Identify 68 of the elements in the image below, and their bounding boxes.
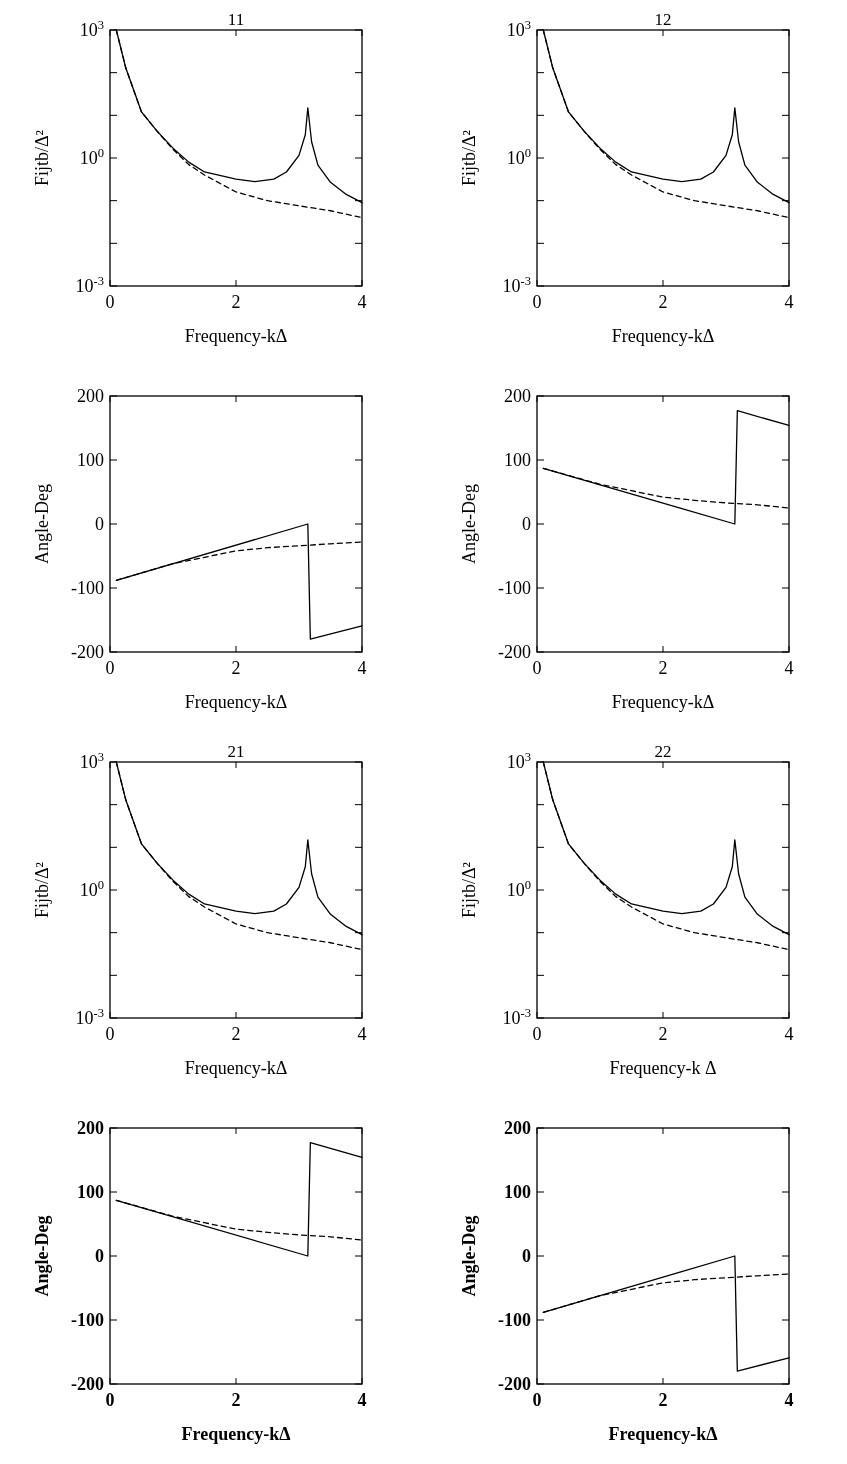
y-tick-label: 10$^{0}$ bbox=[79, 146, 104, 168]
chart-title: 11 bbox=[227, 10, 245, 29]
y-tick-label: 200 bbox=[77, 386, 104, 406]
x-axis-title: Frequency-kΔ bbox=[611, 326, 715, 346]
x-tick-label: 2 bbox=[658, 292, 668, 312]
y-tick-label: -100 bbox=[498, 578, 531, 598]
y-tick-label: -200 bbox=[71, 642, 104, 662]
x-tick-label: 4 bbox=[784, 658, 794, 678]
x-axis-title: Frequency-kΔ bbox=[184, 692, 288, 712]
x-tick-label: 4 bbox=[357, 292, 367, 312]
y-axis-title: Fijtb/Δ² bbox=[459, 130, 479, 186]
x-tick-label: 4 bbox=[784, 292, 794, 312]
x-tick-label: 4 bbox=[784, 1390, 794, 1410]
x-axis-title: Frequency-k Δ bbox=[609, 1058, 717, 1078]
chart-title: 12 bbox=[654, 10, 672, 29]
y-tick-label: 10$^{3}$ bbox=[506, 18, 531, 40]
y-tick-label: -200 bbox=[498, 642, 531, 662]
x-tick-label: 4 bbox=[357, 658, 367, 678]
y-axis-title: Angle-Deg bbox=[32, 484, 52, 564]
x-axis-title: Frequency-kΔ bbox=[181, 1424, 291, 1444]
x-axis-title: Frequency-kΔ bbox=[611, 692, 715, 712]
x-axis-title: Frequency-kΔ bbox=[184, 1058, 288, 1078]
chart-title: 22 bbox=[654, 742, 672, 761]
y-axis-title: Angle-Deg bbox=[32, 1215, 52, 1297]
y-tick-label: 0 bbox=[522, 1246, 531, 1266]
y-tick-label: 0 bbox=[522, 514, 531, 534]
x-axis-title: Frequency-kΔ bbox=[184, 326, 288, 346]
y-axis-title: Angle-Deg bbox=[459, 1215, 479, 1297]
y-tick-label: -100 bbox=[498, 1310, 531, 1330]
x-tick-label: 2 bbox=[658, 1024, 668, 1044]
y-axis-title: Fijtb/Δ² bbox=[459, 862, 479, 918]
x-tick-label: 2 bbox=[231, 1024, 241, 1044]
y-tick-label: 200 bbox=[77, 1118, 104, 1138]
x-tick-label: 4 bbox=[357, 1390, 367, 1410]
y-axis-title: Angle-Deg bbox=[459, 484, 479, 564]
y-tick-label: 10$^{0}$ bbox=[79, 878, 104, 900]
y-tick-label: 100 bbox=[504, 450, 531, 470]
y-tick-label: 100 bbox=[77, 450, 104, 470]
x-tick-label: 2 bbox=[231, 658, 241, 678]
x-tick-label: 4 bbox=[357, 1024, 367, 1044]
y-tick-label: 10$^{-3}$ bbox=[502, 1006, 531, 1028]
y-tick-label: 10$^{0}$ bbox=[506, 878, 531, 900]
x-tick-label: 2 bbox=[231, 1390, 241, 1410]
y-tick-label: 200 bbox=[504, 386, 531, 406]
y-tick-label: 10$^{-3}$ bbox=[502, 274, 531, 296]
y-tick-label: -200 bbox=[498, 1374, 531, 1394]
y-tick-label: 10$^{-3}$ bbox=[75, 1006, 104, 1028]
x-tick-label: 2 bbox=[658, 658, 668, 678]
y-tick-label: 100 bbox=[504, 1182, 531, 1202]
y-axis-title: Fijtb/Δ² bbox=[32, 862, 52, 918]
y-tick-label: 0 bbox=[95, 1246, 104, 1266]
x-tick-label: 4 bbox=[784, 1024, 794, 1044]
y-tick-label: 10$^{0}$ bbox=[506, 146, 531, 168]
y-tick-label: 100 bbox=[77, 1182, 104, 1202]
x-tick-label: 2 bbox=[231, 292, 241, 312]
x-tick-label: 2 bbox=[658, 1390, 668, 1410]
y-tick-label: 200 bbox=[504, 1118, 531, 1138]
y-tick-label: 0 bbox=[95, 514, 104, 534]
y-tick-label: 10$^{3}$ bbox=[506, 750, 531, 772]
y-tick-label: 10$^{3}$ bbox=[79, 18, 104, 40]
x-axis-title: Frequency-kΔ bbox=[608, 1424, 718, 1444]
y-axis-title: Fijtb/Δ² bbox=[32, 130, 52, 186]
y-tick-label: -100 bbox=[71, 578, 104, 598]
y-tick-label: -200 bbox=[71, 1374, 104, 1394]
y-tick-label: -100 bbox=[71, 1310, 104, 1330]
y-tick-label: 10$^{-3}$ bbox=[75, 274, 104, 296]
y-tick-label: 10$^{3}$ bbox=[79, 750, 104, 772]
chart-title: 21 bbox=[227, 742, 245, 761]
